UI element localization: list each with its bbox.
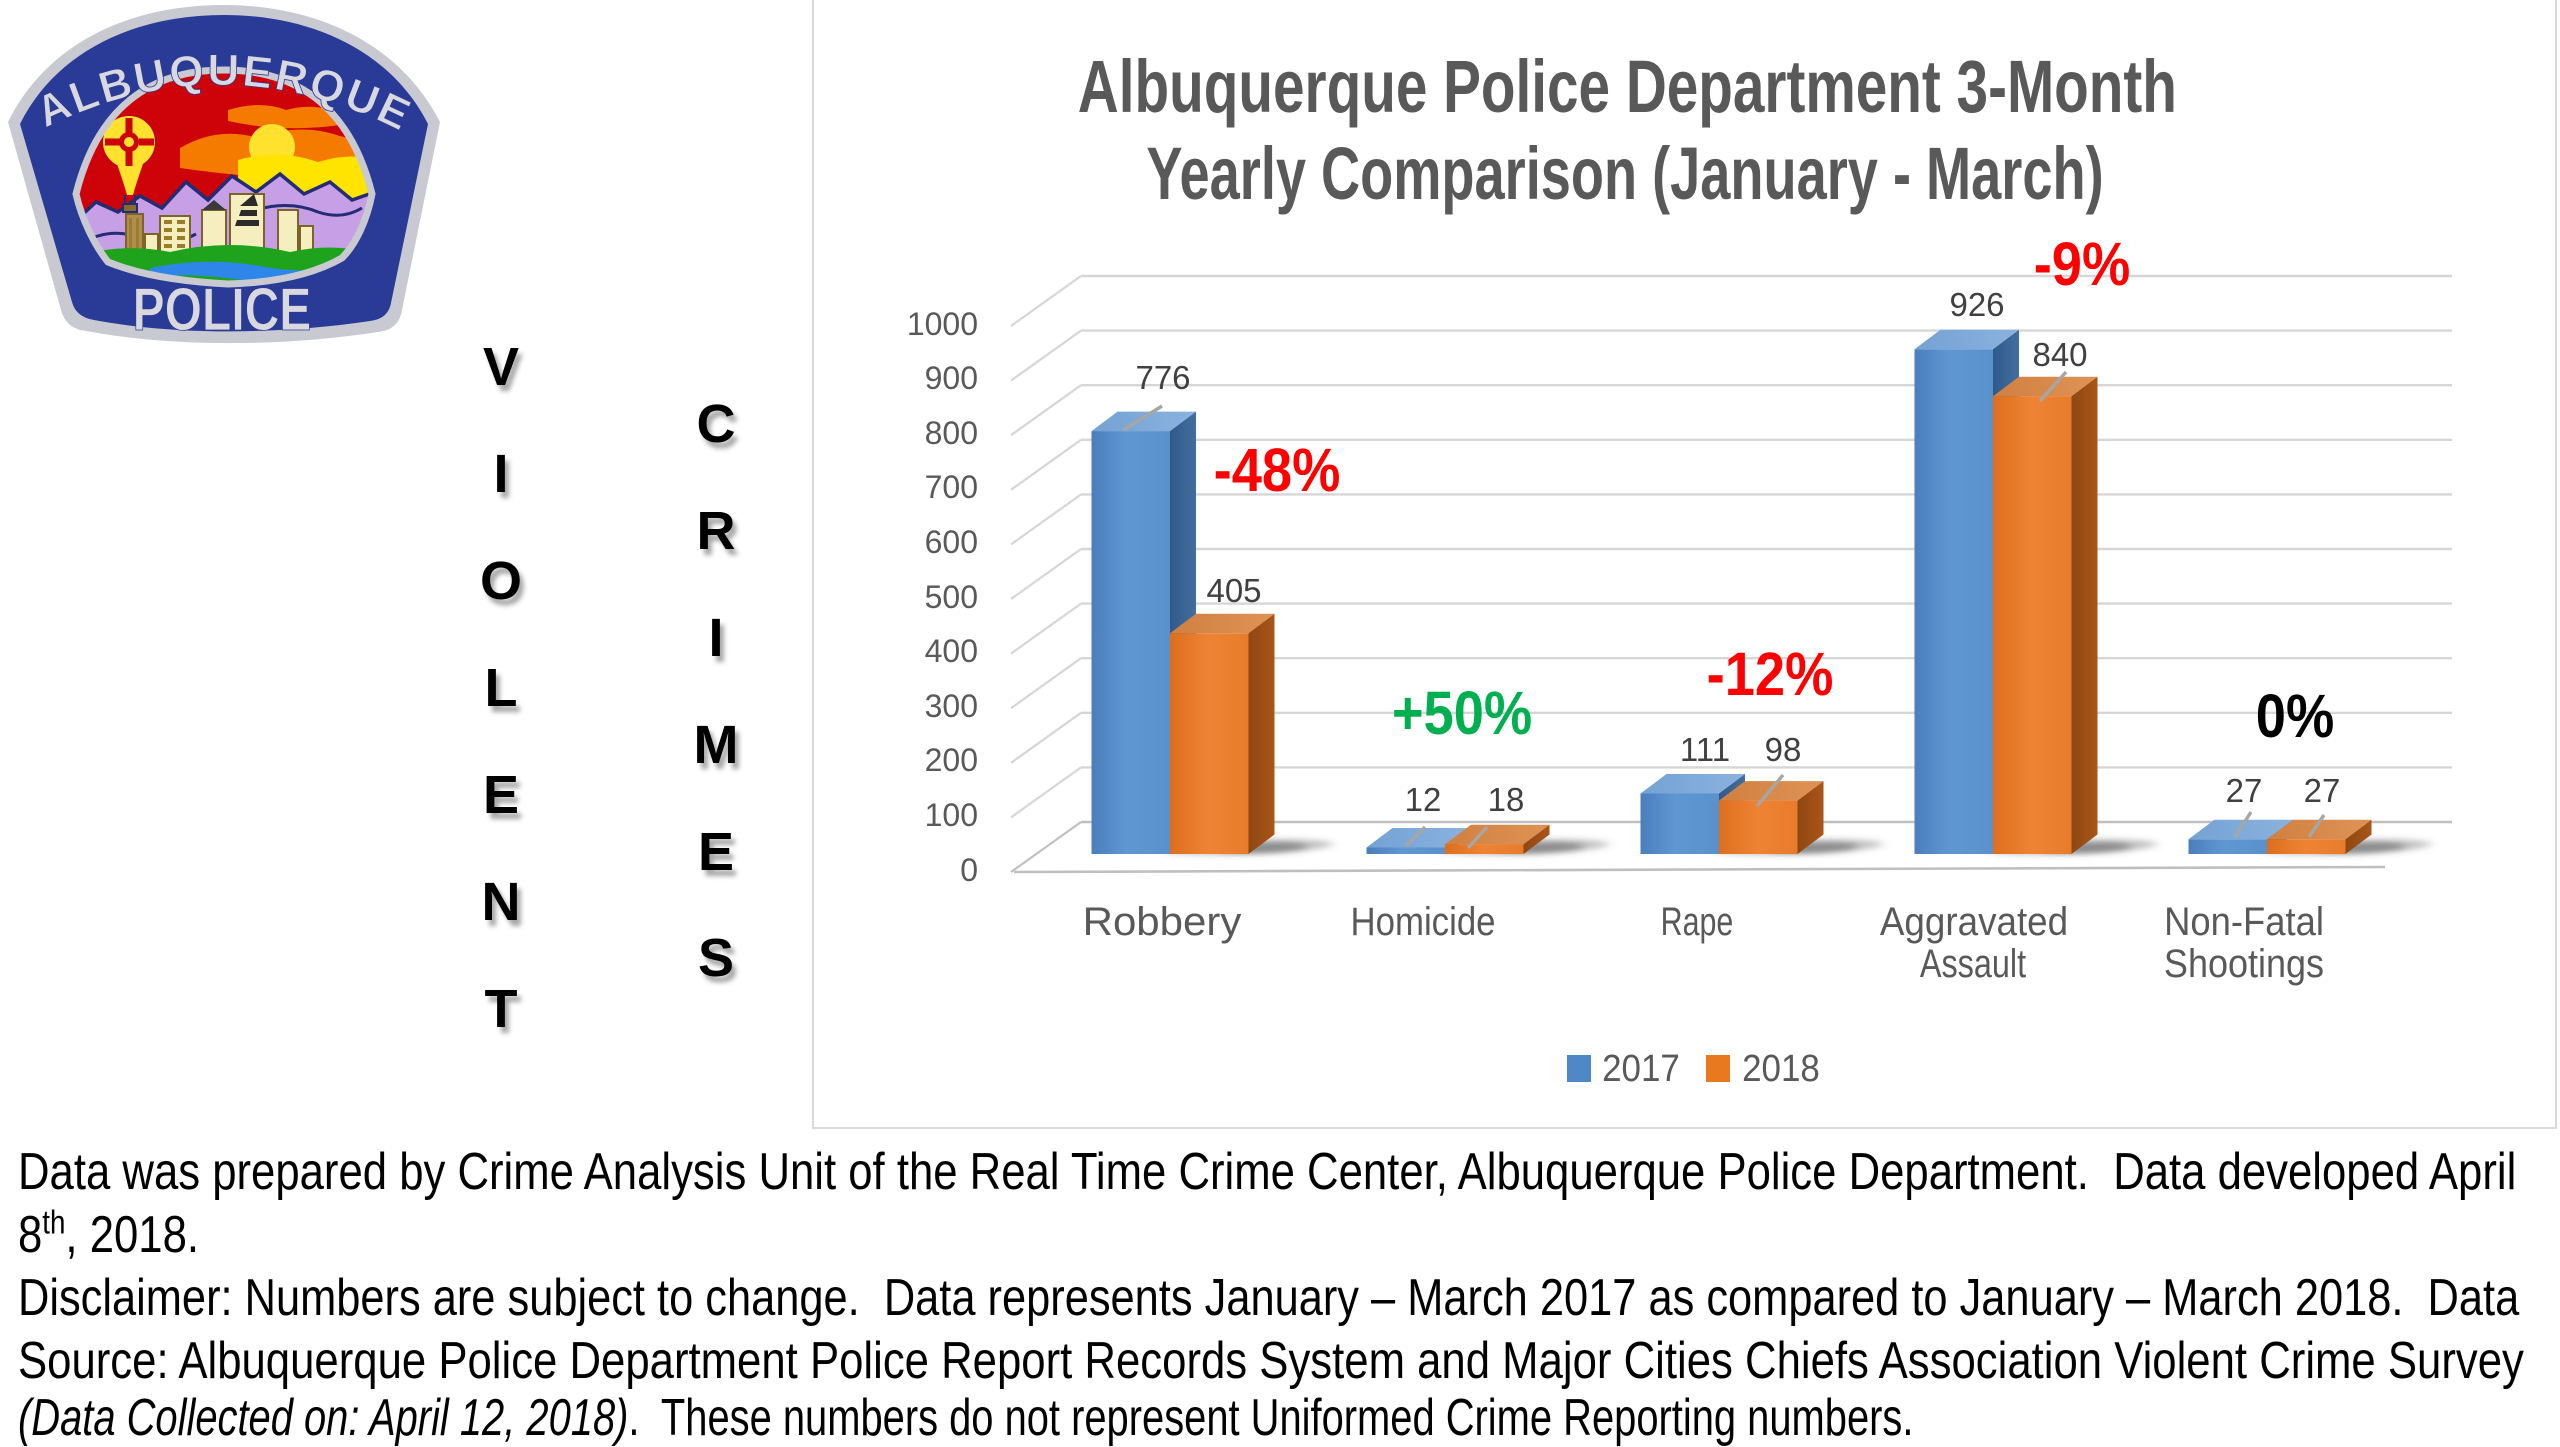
svg-text:POLICE: POLICE	[133, 276, 312, 343]
